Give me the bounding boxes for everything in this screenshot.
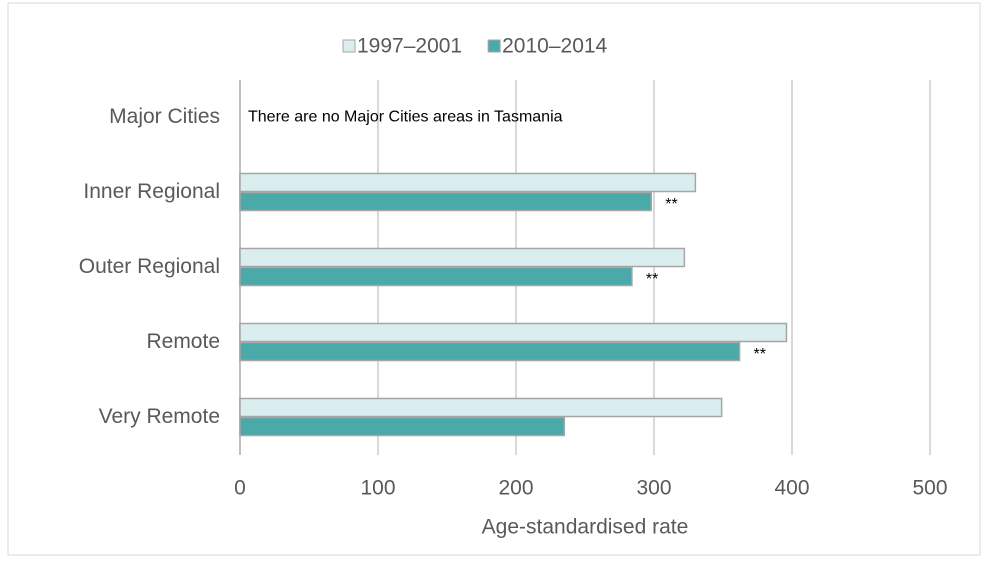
legend-swatch (342, 39, 356, 53)
x-axis-title: Age-standardised rate (482, 516, 689, 539)
x-tick-label: 200 (498, 477, 533, 500)
annotation: ** (754, 346, 766, 363)
x-tick-label: 500 (912, 477, 947, 500)
annotation: There are no Major Cities areas in Tasma… (248, 109, 563, 126)
y-tick-label: Outer Regional (79, 255, 220, 278)
legend-swatch (487, 39, 501, 53)
bar (239, 341, 741, 362)
x-tick-label: 100 (360, 477, 395, 500)
legend-label: 2010–2014 (502, 35, 607, 58)
y-tick-label: Inner Regional (83, 180, 220, 203)
bar (239, 322, 788, 343)
y-tick-label: Major Cities (109, 105, 220, 128)
x-tick-label: 300 (636, 477, 671, 500)
bar (239, 416, 566, 437)
x-tick-label: 0 (234, 477, 246, 500)
bar (239, 266, 633, 287)
annotation: ** (665, 196, 677, 213)
bar (239, 397, 723, 418)
x-tick-label: 400 (774, 477, 809, 500)
bar (239, 172, 697, 193)
y-tick-label: Very Remote (99, 405, 220, 428)
legend-label: 1997–2001 (357, 35, 462, 58)
bar (239, 191, 652, 212)
bar (239, 247, 686, 268)
y-tick-label: Remote (146, 330, 220, 353)
annotation: ** (646, 271, 658, 288)
